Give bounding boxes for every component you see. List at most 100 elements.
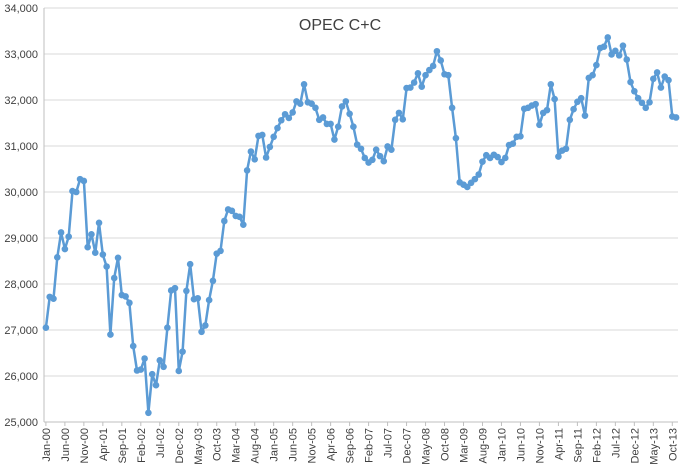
y-tick-label: 32,000	[4, 95, 38, 107]
x-tick-label: Sep-11	[572, 428, 584, 463]
data-point	[653, 69, 661, 76]
data-point	[198, 328, 205, 336]
data-point	[202, 322, 209, 329]
y-axis-ticks: 25,000 26,000 27,000 28,000 29,000 30,000 31,0…	[4, 3, 38, 429]
x-tick-label: Aug-09	[477, 428, 489, 463]
data-point	[289, 109, 296, 116]
axes	[43, 8, 678, 423]
x-tick-label: Jan-00	[41, 428, 53, 462]
data-point	[61, 245, 69, 253]
x-tick-label: Jul-07	[383, 428, 395, 458]
x-tick-label: May-08	[421, 428, 433, 465]
data-point	[627, 78, 634, 86]
data-point	[437, 57, 445, 64]
y-tick-label: 29,000	[4, 233, 38, 245]
data-point	[547, 81, 555, 88]
data-point	[175, 367, 183, 375]
data-point	[555, 153, 562, 160]
x-tick-label: Mar-09	[459, 428, 471, 463]
data-point	[258, 131, 266, 139]
data-point	[634, 94, 642, 102]
x-tick-label: Nov-00	[79, 428, 91, 463]
data-point	[240, 221, 247, 228]
data-point	[638, 99, 646, 107]
data-point	[631, 87, 638, 95]
data-point	[570, 105, 577, 113]
x-tick-label: Dec-12	[629, 428, 641, 463]
data-point	[209, 277, 217, 285]
data-point	[99, 251, 107, 258]
data-point	[448, 104, 456, 112]
data-point	[494, 153, 501, 161]
data-point	[536, 121, 543, 129]
data-point	[65, 233, 72, 240]
x-tick-label: Sep-01	[117, 428, 129, 463]
x-tick-label: Jan-05	[269, 428, 281, 462]
x-tick-label: Jun-00	[60, 428, 72, 462]
data-point	[551, 95, 558, 103]
data-point	[566, 116, 574, 124]
data-point	[433, 47, 441, 55]
data-point	[501, 154, 509, 162]
data-point	[372, 146, 380, 153]
data-point	[236, 213, 243, 221]
data-point	[296, 100, 304, 107]
x-tick-label: Oct-13	[667, 428, 679, 461]
data-point	[183, 287, 190, 295]
data-point	[672, 114, 680, 121]
data-point	[380, 157, 388, 165]
data-point	[623, 56, 631, 63]
data-point	[312, 104, 319, 112]
data-point	[407, 84, 414, 91]
data-point	[84, 243, 91, 251]
data-point	[319, 114, 327, 121]
y-tick-label: 34,000	[4, 3, 38, 15]
x-tick-label: Nov-05	[307, 428, 319, 463]
data-point	[657, 84, 665, 91]
data-point	[646, 99, 653, 106]
y-tick-label: 28,000	[4, 279, 38, 291]
data-point	[50, 295, 57, 303]
x-tick-label: Dec-07	[402, 428, 414, 463]
data-point	[251, 156, 259, 163]
x-tick-label: Oct-03	[212, 428, 224, 461]
data-point	[205, 296, 213, 304]
data-point	[429, 62, 437, 70]
data-point	[80, 177, 88, 185]
data-point	[577, 94, 585, 102]
x-tick-label: May-03	[193, 428, 205, 465]
y-tick-label: 26,000	[4, 371, 38, 383]
data-point	[376, 152, 384, 160]
y-tick-label: 25,000	[4, 417, 38, 429]
data-point	[452, 134, 460, 142]
chart-title: OPEC C+C	[299, 17, 381, 34]
data-point	[53, 254, 61, 261]
data-point	[399, 116, 407, 123]
data-point	[562, 145, 570, 153]
data-point	[445, 71, 452, 79]
data-point	[217, 247, 224, 255]
data-point	[410, 79, 418, 86]
data-point	[350, 123, 357, 130]
data-point	[274, 124, 281, 132]
y-tick-label: 30,000	[4, 187, 38, 199]
data-point	[110, 274, 118, 282]
data-point	[171, 284, 179, 292]
x-tick-label: Apr-11	[553, 428, 565, 460]
data-point	[42, 324, 50, 332]
data-point	[247, 148, 255, 155]
data-point	[221, 217, 228, 225]
data-point	[517, 133, 524, 140]
data-point	[665, 76, 672, 84]
data-point	[186, 260, 194, 268]
data-point	[266, 143, 274, 151]
data-point	[600, 43, 608, 50]
data-point	[270, 133, 277, 141]
x-tick-label: Feb-12	[591, 428, 603, 463]
data-point	[414, 70, 422, 77]
x-tick-label: Apr-06	[326, 428, 338, 461]
data-point	[122, 293, 129, 300]
x-tick-label: Aug-04	[250, 428, 262, 463]
